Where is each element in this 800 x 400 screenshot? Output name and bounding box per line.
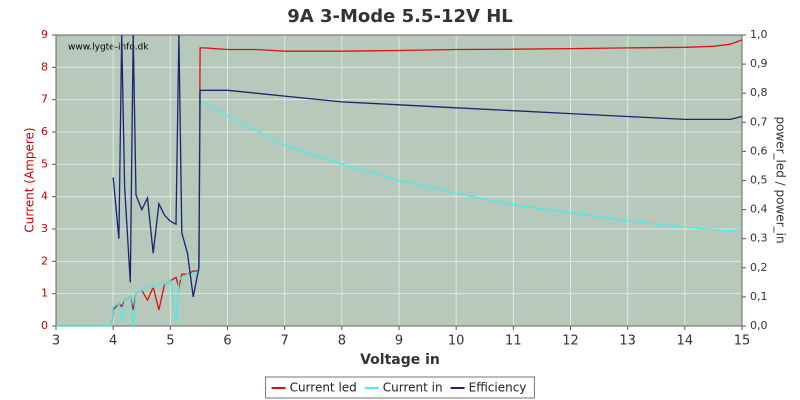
y2-tick-label: 0,0 (750, 319, 768, 332)
y2-axis-label: power_led / power_in (774, 116, 788, 243)
x-tick-label: 7 (281, 334, 289, 349)
x-tick-label: 15 (734, 334, 751, 349)
y2-tick-label: 0,7 (750, 115, 768, 128)
legend-label: Current led (290, 381, 357, 395)
y2-tick-label: 0,3 (750, 232, 768, 245)
y2-tick-label: 0,1 (750, 290, 768, 303)
y-tick-label: 9 (41, 28, 48, 41)
y-tick-label: 2 (41, 254, 48, 267)
x-tick-label: 5 (166, 334, 174, 349)
y2-tick-label: 0,5 (750, 174, 768, 187)
y-tick-label: 4 (41, 190, 48, 203)
y2-tick-label: 0,2 (750, 261, 768, 274)
x-tick-label: 6 (223, 334, 231, 349)
plot-frame (55, 34, 743, 327)
watermark: www.lygte-info.dk (68, 43, 149, 53)
y-tick-label: 8 (41, 60, 48, 73)
y-tick-label: 7 (41, 93, 48, 106)
y-tick-label: 5 (41, 157, 48, 170)
series-line (56, 98, 743, 327)
legend-box (265, 376, 535, 399)
x-tick-label: 14 (677, 334, 694, 349)
legend-label: Current in (383, 381, 443, 395)
x-axis-label: Voltage in (360, 352, 440, 368)
y2-tick-label: 1,0 (750, 28, 768, 41)
y2-tick-label: 0,4 (750, 203, 768, 216)
x-tick-label: 8 (338, 334, 346, 349)
legend-label: Efficiency (469, 381, 527, 395)
y-tick-label: 6 (41, 125, 48, 138)
y-tick-label: 1 (41, 287, 48, 300)
y2-tick-label: 0,6 (750, 144, 768, 157)
chart-title: 9A 3-Mode 5.5-12V HL (287, 6, 513, 27)
x-tick-label: 9 (395, 334, 403, 349)
y2-tick-label: 0,9 (750, 57, 768, 70)
x-tick-label: 13 (619, 334, 636, 349)
y-tick-label: 0 (41, 319, 48, 332)
x-tick-label: 11 (505, 334, 522, 349)
series-line (112, 34, 743, 298)
y-axis-label: Current (Ampere) (23, 127, 37, 232)
x-tick-label: 10 (448, 334, 465, 349)
x-tick-label: 4 (109, 334, 117, 349)
x-tick-label: 12 (562, 334, 579, 349)
y2-tick-label: 0,8 (750, 86, 768, 99)
y-tick-label: 3 (41, 222, 48, 235)
x-tick-label: 3 (52, 334, 60, 349)
legend: Current led Current in Efficiency (265, 376, 535, 399)
